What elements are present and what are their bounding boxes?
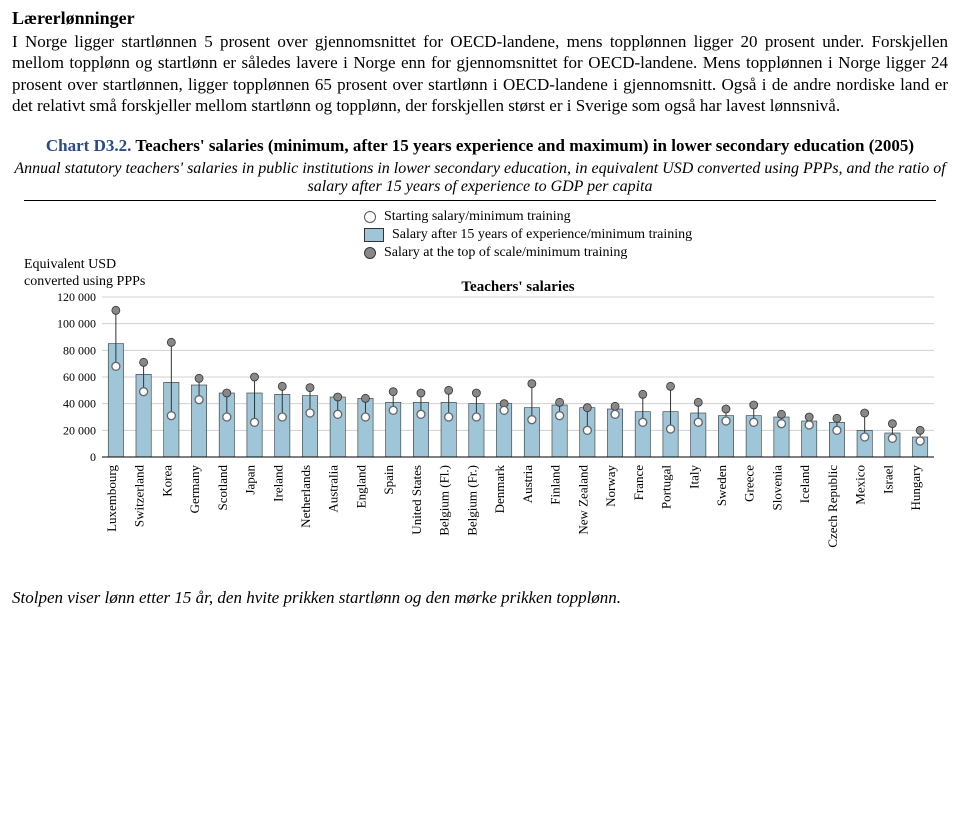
svg-text:Israel: Israel <box>880 465 895 494</box>
chart-title-block: Chart D3.2. Teachers' salaries (minimum,… <box>12 136 948 156</box>
svg-text:Ireland: Ireland <box>270 465 285 502</box>
svg-text:40 000: 40 000 <box>63 397 96 411</box>
chart-rule <box>24 200 936 201</box>
svg-text:Australia: Australia <box>326 465 341 513</box>
legend-label: Salary after 15 years of experience/mini… <box>392 227 692 243</box>
legend-item-start: Starting salary/minimum training <box>364 209 692 225</box>
svg-text:England: England <box>353 465 368 509</box>
svg-text:France: France <box>631 465 646 501</box>
chart-title: Teachers' salaries (minimum, after 15 ye… <box>131 136 914 155</box>
svg-text:Czech Republic: Czech Republic <box>825 465 840 548</box>
svg-text:Netherlands: Netherlands <box>298 465 313 528</box>
svg-text:Spain: Spain <box>381 465 396 495</box>
legend-label: Starting salary/minimum training <box>384 209 571 225</box>
svg-text:Slovenia: Slovenia <box>769 465 784 511</box>
svg-text:100 000: 100 000 <box>57 317 96 331</box>
svg-text:Italy: Italy <box>686 465 701 489</box>
filled-circle-icon <box>364 247 376 259</box>
chart-subtitle: Annual statutory teachers' salaries in p… <box>12 160 948 196</box>
svg-text:Hungary: Hungary <box>908 465 923 511</box>
svg-text:80 000: 80 000 <box>63 343 96 357</box>
intro-paragraph: I Norge ligger startlønnen 5 prosent ove… <box>12 31 948 116</box>
svg-text:Greece: Greece <box>742 465 757 502</box>
legend: Starting salary/minimum training Salary … <box>364 207 692 263</box>
square-icon <box>364 228 384 242</box>
svg-text:Japan: Japan <box>243 465 258 495</box>
svg-text:New Zealand: New Zealand <box>575 465 590 535</box>
svg-text:Germany: Germany <box>187 465 202 514</box>
legend-item-top: Salary at the top of scale/minimum train… <box>364 245 692 261</box>
svg-text:Sweden: Sweden <box>714 465 729 507</box>
page-heading: Lærerlønninger <box>12 8 948 29</box>
legend-item-after15: Salary after 15 years of experience/mini… <box>364 227 692 243</box>
open-circle-icon <box>364 211 376 223</box>
svg-text:60 000: 60 000 <box>63 370 96 384</box>
svg-text:Norway: Norway <box>603 465 618 507</box>
svg-text:United States: United States <box>409 465 424 535</box>
svg-text:Belgium (Fr.): Belgium (Fr.) <box>464 465 479 536</box>
y-axis-unit-label: Equivalent USD converted using PPPs <box>24 257 145 291</box>
svg-text:Austria: Austria <box>520 465 535 504</box>
svg-text:120 000: 120 000 <box>57 290 96 304</box>
chart-container: Starting salary/minimum training Salary … <box>24 207 936 572</box>
svg-text:Mexico: Mexico <box>853 465 868 505</box>
axis-label-line: Equivalent USD <box>24 257 116 272</box>
svg-text:Korea: Korea <box>159 465 174 497</box>
svg-text:Luxembourg: Luxembourg <box>104 465 119 532</box>
svg-text:Portugal: Portugal <box>659 465 674 509</box>
svg-text:Teachers' salaries: Teachers' salaries <box>461 279 574 295</box>
svg-text:Belgium (Fl.): Belgium (Fl.) <box>437 465 452 536</box>
figure-caption: Stolpen viser lønn etter 15 år, den hvit… <box>12 588 948 608</box>
axis-label-line: converted using PPPs <box>24 274 145 289</box>
legend-label: Salary at the top of scale/minimum train… <box>384 245 627 261</box>
svg-text:0: 0 <box>90 450 96 464</box>
svg-text:20 000: 20 000 <box>63 423 96 437</box>
svg-text:Finland: Finland <box>548 465 563 505</box>
svg-text:Switzerland: Switzerland <box>132 465 147 528</box>
svg-text:Iceland: Iceland <box>797 465 812 504</box>
svg-text:Denmark: Denmark <box>492 465 507 514</box>
chart-number: Chart D3.2. <box>46 136 131 155</box>
svg-text:Scotland: Scotland <box>215 465 230 511</box>
